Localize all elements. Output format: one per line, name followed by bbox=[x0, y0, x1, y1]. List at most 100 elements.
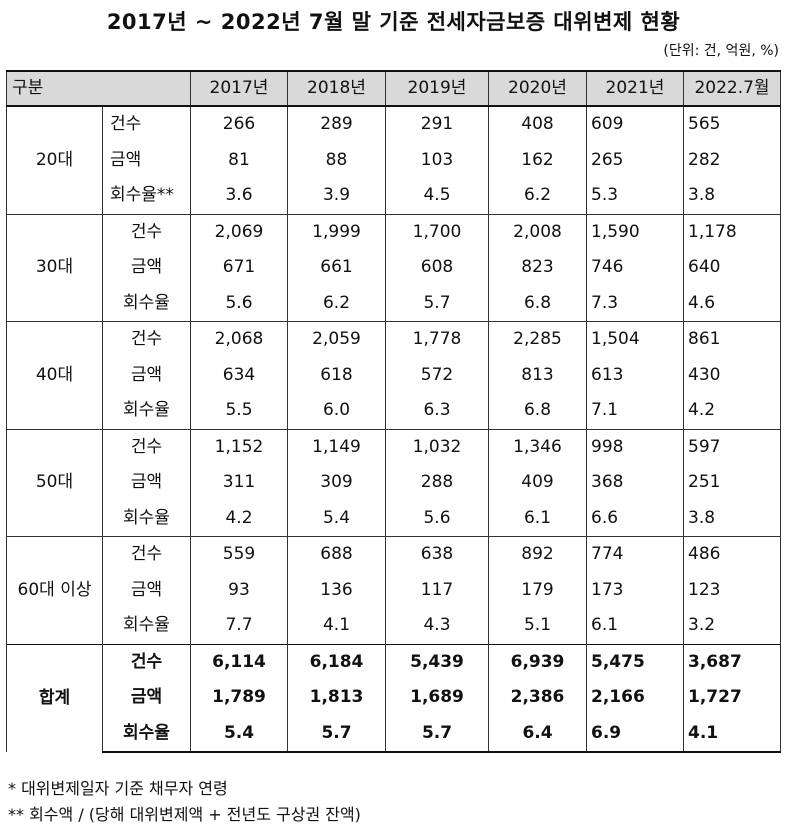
page-title: 2017년 ~ 2022년 7월 말 기준 전세자금보증 대위변제 현황 bbox=[106, 10, 681, 34]
value-cell: 6,939 bbox=[488, 643, 587, 680]
value-cell: 1,032 bbox=[385, 428, 489, 465]
value-cell: 4.5 bbox=[385, 178, 489, 214]
value-cell: 746 bbox=[586, 250, 684, 286]
value-cell: 5,439 bbox=[385, 643, 489, 680]
value-cell: 81 bbox=[190, 142, 288, 178]
table-row: 40대 건수 2,068 2,059 1,778 2,285 1,504 861 bbox=[6, 321, 781, 429]
value-cell: 3.8 bbox=[683, 500, 781, 537]
metric-label: 금액 bbox=[102, 142, 191, 178]
value-cell: 5.4 bbox=[190, 715, 288, 753]
table-row: 금액 634 618 572 813 613 430 bbox=[7, 357, 781, 393]
total-label: 합계 bbox=[6, 643, 103, 752]
value-cell: 892 bbox=[488, 536, 587, 573]
value-cell: 5.4 bbox=[287, 500, 386, 537]
value-cell: 162 bbox=[488, 142, 587, 178]
value-cell: 1,149 bbox=[287, 428, 386, 465]
value-cell: 486 bbox=[683, 536, 781, 573]
value-cell: 2,008 bbox=[488, 213, 587, 250]
unit-note: (단위: 건, 억원, %) bbox=[663, 43, 779, 59]
metric-label: 건수 bbox=[102, 105, 191, 143]
table-body: 20대 건수 266 289 291 408 609 565 금액 81 88 103 162 265 28… bbox=[6, 105, 781, 753]
value-cell: 6.9 bbox=[586, 715, 684, 753]
value-cell: 6.0 bbox=[287, 393, 386, 429]
value-cell: 7.1 bbox=[586, 393, 684, 429]
value-cell: 173 bbox=[586, 572, 684, 608]
value-cell: 6,184 bbox=[287, 643, 386, 680]
value-cell: 1,727 bbox=[683, 680, 781, 716]
value-cell: 4.2 bbox=[190, 500, 288, 537]
table-row: 60대 이상 건수 559 688 638 892 774 486 bbox=[6, 536, 781, 644]
value-cell: 4.6 bbox=[683, 285, 781, 322]
value-cell: 136 bbox=[287, 572, 386, 608]
metric-label: 건수 bbox=[102, 213, 191, 250]
footnote-recovery-rate: ** 회수액 / (당해 대위변제액 + 전년도 구상권 잔액) bbox=[8, 805, 361, 824]
value-cell: 251 bbox=[683, 465, 781, 501]
value-cell: 103 bbox=[385, 142, 489, 178]
value-cell: 565 bbox=[683, 105, 781, 143]
value-cell: 368 bbox=[586, 465, 684, 501]
value-cell: 123 bbox=[683, 572, 781, 608]
value-cell: 6.8 bbox=[488, 393, 587, 429]
age-group-label: 40대 bbox=[6, 321, 103, 429]
value-cell: 5.6 bbox=[385, 500, 489, 537]
metric-label: 금액 bbox=[102, 465, 191, 501]
value-cell: 1,999 bbox=[287, 213, 386, 250]
value-cell: 5.1 bbox=[488, 608, 587, 644]
value-cell: 998 bbox=[586, 428, 684, 465]
header-year: 2020년 bbox=[488, 70, 587, 107]
table-row: 금액 81 88 103 162 265 282 bbox=[7, 142, 781, 178]
table-row: 금액 311 309 288 409 368 251 bbox=[7, 465, 781, 501]
value-cell: 3.9 bbox=[287, 178, 386, 214]
value-cell: 4.2 bbox=[683, 393, 781, 429]
metric-label: 금액 bbox=[102, 680, 191, 716]
value-cell: 1,789 bbox=[190, 680, 288, 716]
value-cell: 266 bbox=[190, 105, 288, 143]
header-row: 구분 2017년 2018년 2019년 2020년 2021년 2022.7월 bbox=[6, 70, 781, 107]
value-cell: 1,346 bbox=[488, 428, 587, 465]
value-cell: 430 bbox=[683, 357, 781, 393]
header-year: 2018년 bbox=[287, 70, 386, 107]
value-cell: 88 bbox=[287, 142, 386, 178]
value-cell: 2,068 bbox=[190, 321, 288, 358]
value-cell: 409 bbox=[488, 465, 587, 501]
value-cell: 4.1 bbox=[287, 608, 386, 644]
value-cell: 6,114 bbox=[190, 643, 288, 680]
footnotes: * 대위변제일자 기준 채무자 연령 ** 회수액 / (당해 대위변제액 + … bbox=[8, 776, 361, 828]
header-group-label: 구분 bbox=[6, 70, 191, 107]
value-cell: 3.6 bbox=[190, 178, 288, 214]
table-row: 금액 671 661 608 823 746 640 bbox=[7, 250, 781, 286]
value-cell: 117 bbox=[385, 572, 489, 608]
value-cell: 5.5 bbox=[190, 393, 288, 429]
table-row: 회수율 4.2 5.4 5.6 6.1 6.6 3.8 bbox=[7, 500, 781, 537]
table-row: 회수율 7.7 4.1 4.3 5.1 6.1 3.2 bbox=[7, 608, 781, 644]
value-cell: 179 bbox=[488, 572, 587, 608]
value-cell: 2,285 bbox=[488, 321, 587, 358]
value-cell: 1,700 bbox=[385, 213, 489, 250]
value-cell: 774 bbox=[586, 536, 684, 573]
value-cell: 2,386 bbox=[488, 680, 587, 716]
value-cell: 671 bbox=[190, 250, 288, 286]
value-cell: 661 bbox=[287, 250, 386, 286]
metric-label: 회수율 bbox=[102, 285, 191, 322]
value-cell: 7.3 bbox=[586, 285, 684, 322]
table-row: 금액 93 136 117 179 173 123 bbox=[7, 572, 781, 608]
total-row: 합계 건수 6,114 6,184 5,439 6,939 5,475 3,687 bbox=[6, 643, 781, 752]
value-cell: 618 bbox=[287, 357, 386, 393]
value-cell: 311 bbox=[190, 465, 288, 501]
value-cell: 3.2 bbox=[683, 608, 781, 644]
subrogation-table: 구분 2017년 2018년 2019년 2020년 2021년 2022.7월… bbox=[6, 70, 781, 753]
metric-label: 건수 bbox=[102, 321, 191, 358]
metric-label: 건수 bbox=[102, 643, 191, 680]
value-cell: 289 bbox=[287, 105, 386, 143]
value-cell: 6.2 bbox=[287, 285, 386, 322]
value-cell: 5.7 bbox=[385, 285, 489, 322]
value-cell: 1,504 bbox=[586, 321, 684, 358]
value-cell: 408 bbox=[488, 105, 587, 143]
value-cell: 309 bbox=[287, 465, 386, 501]
value-cell: 4.1 bbox=[683, 715, 781, 753]
value-cell: 638 bbox=[385, 536, 489, 573]
value-cell: 4.3 bbox=[385, 608, 489, 644]
header-year: 2017년 bbox=[190, 70, 288, 107]
metric-label: 회수율 bbox=[102, 608, 191, 644]
metric-label: 회수율 bbox=[102, 393, 191, 429]
